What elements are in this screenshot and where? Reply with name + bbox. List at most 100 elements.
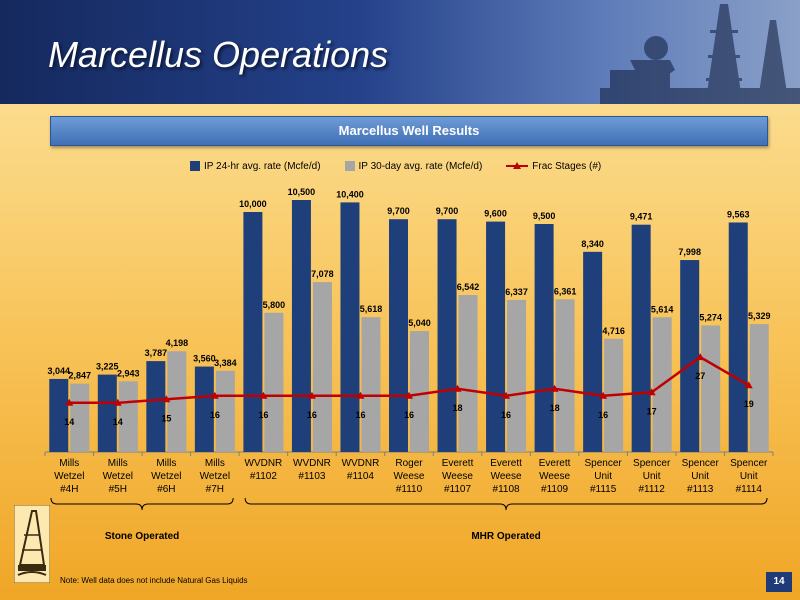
category-label: #1115 bbox=[590, 484, 617, 495]
legend-label-frac: Frac Stages (#) bbox=[532, 160, 602, 172]
category-label: Spencer bbox=[633, 458, 671, 469]
category-label: #1109 bbox=[541, 484, 569, 495]
category-label: Weese bbox=[539, 471, 570, 482]
category-label: #1110 bbox=[396, 484, 423, 495]
category-label: #1103 bbox=[298, 471, 326, 482]
category-label: Everett bbox=[442, 458, 474, 469]
category-label: #1104 bbox=[347, 471, 375, 482]
data-label-ip24: 9,700 bbox=[387, 206, 410, 216]
category-label: #1108 bbox=[493, 484, 521, 495]
slide-title: Marcellus Operations bbox=[48, 34, 389, 75]
bar-ip30 bbox=[410, 331, 429, 452]
legend-label-ip30: IP 30-day avg. rate (Mcfe/d) bbox=[358, 160, 483, 172]
data-label-ip24: 7,998 bbox=[678, 247, 701, 257]
data-label-ip30: 5,614 bbox=[651, 304, 674, 314]
category-label: Spencer bbox=[682, 458, 720, 469]
category-label: #1112 bbox=[639, 484, 666, 495]
data-label-ip30: 3,384 bbox=[214, 358, 237, 368]
bar-ip24 bbox=[389, 219, 408, 452]
data-label-ip24: 9,471 bbox=[630, 212, 653, 222]
group-label-stone: Stone Operated bbox=[104, 531, 180, 542]
data-label-ip24: 3,787 bbox=[145, 348, 168, 358]
data-label-ip24: 3,560 bbox=[193, 354, 216, 364]
footnote: Note: Well data does not include Natural… bbox=[60, 576, 248, 585]
data-label-frac: 14 bbox=[64, 417, 74, 427]
category-label: #5H bbox=[109, 484, 127, 495]
frac-stage-marker bbox=[744, 381, 753, 389]
group-brace bbox=[244, 497, 768, 511]
data-label-frac: 14 bbox=[113, 417, 123, 427]
bar-ip30 bbox=[312, 282, 332, 452]
legend-label-ip24: IP 24-hr avg. rate (Mcfe/d) bbox=[204, 160, 321, 172]
company-logo-icon bbox=[14, 505, 50, 583]
data-label-ip24: 10,500 bbox=[288, 187, 316, 197]
data-label-ip24: 9,563 bbox=[727, 209, 750, 219]
data-label-ip24: 10,400 bbox=[336, 189, 364, 199]
data-label-frac: 16 bbox=[210, 410, 220, 420]
data-label-ip30: 6,337 bbox=[505, 287, 528, 297]
data-label-ip30: 7,078 bbox=[311, 269, 334, 279]
category-label: #1107 bbox=[444, 484, 472, 495]
data-label-ip30: 5,800 bbox=[263, 300, 286, 310]
category-label: Mills bbox=[59, 458, 79, 469]
bar-ip24 bbox=[97, 374, 117, 452]
legend-item-ip30: IP 30-day avg. rate (Mcfe/d) bbox=[344, 160, 483, 172]
category-label: Weese bbox=[442, 471, 473, 482]
category-label: Mills bbox=[108, 458, 128, 469]
bar-ip30 bbox=[215, 370, 235, 452]
legend-item-ip24: IP 24-hr avg. rate (Mcfe/d) bbox=[190, 161, 321, 172]
category-label: Weese bbox=[491, 471, 522, 482]
data-label-ip24: 9,700 bbox=[436, 206, 459, 216]
category-label: Wetzel bbox=[200, 471, 230, 482]
frac-stage-marker bbox=[113, 398, 122, 406]
category-label: Mills bbox=[205, 458, 225, 469]
category-label: Unit bbox=[691, 471, 709, 482]
category-label: #1114 bbox=[736, 484, 763, 495]
data-label-frac: 18 bbox=[453, 403, 463, 413]
category-label: Weese bbox=[394, 471, 425, 482]
data-label-ip24: 8,340 bbox=[581, 239, 604, 249]
data-label-frac: 17 bbox=[647, 406, 657, 416]
data-label-ip24: 3,044 bbox=[48, 366, 71, 376]
bar-ip30 bbox=[749, 324, 769, 452]
data-label-ip24: 3,225 bbox=[96, 362, 119, 372]
chart-title: Marcellus Well Results bbox=[50, 116, 768, 146]
data-label-ip24: 10,000 bbox=[239, 199, 267, 209]
data-label-ip30: 5,618 bbox=[360, 304, 383, 314]
data-label-ip30: 6,361 bbox=[554, 286, 577, 296]
data-label-ip24: 9,600 bbox=[484, 209, 507, 219]
frac-stage-marker bbox=[453, 384, 462, 392]
bar-ip24 bbox=[49, 378, 69, 452]
category-label: Everett bbox=[539, 458, 571, 469]
bar-ip30 bbox=[264, 312, 284, 452]
bar-ip30 bbox=[555, 299, 575, 452]
legend-swatch-ip24 bbox=[190, 161, 200, 171]
category-label: WVDNR bbox=[245, 458, 283, 469]
data-label-ip24: 9,500 bbox=[533, 211, 556, 221]
frac-stage-marker bbox=[502, 391, 511, 399]
data-label-frac: 27 bbox=[695, 371, 705, 381]
chart-legend: IP 24-hr avg. rate (Mcfe/d) IP 30-day av… bbox=[190, 158, 601, 174]
category-label: Unit bbox=[594, 471, 612, 482]
frac-stage-marker bbox=[307, 391, 316, 399]
bar-ip24 bbox=[291, 200, 311, 452]
category-label: Unit bbox=[643, 471, 661, 482]
data-label-frac: 16 bbox=[355, 410, 365, 420]
oil-rig-silhouette-icon bbox=[600, 4, 800, 104]
data-label-ip30: 6,542 bbox=[457, 282, 480, 292]
category-label: WVDNR bbox=[293, 458, 331, 469]
data-label-frac: 18 bbox=[550, 403, 560, 413]
category-label: Spencer bbox=[585, 458, 623, 469]
category-label: Wetzel bbox=[151, 471, 181, 482]
bar-ip24 bbox=[340, 202, 360, 452]
frac-stage-marker bbox=[162, 395, 171, 403]
frac-stage-marker bbox=[647, 388, 656, 396]
category-label: Wetzel bbox=[103, 471, 133, 482]
frac-stage-marker bbox=[405, 391, 413, 399]
header-band: Marcellus Operations bbox=[0, 0, 800, 104]
bar-ip30 bbox=[361, 317, 381, 452]
category-label: Mills bbox=[156, 458, 176, 469]
category-label: #4H bbox=[60, 484, 78, 495]
category-label: Unit bbox=[740, 471, 758, 482]
data-label-ip30: 4,198 bbox=[166, 338, 189, 348]
